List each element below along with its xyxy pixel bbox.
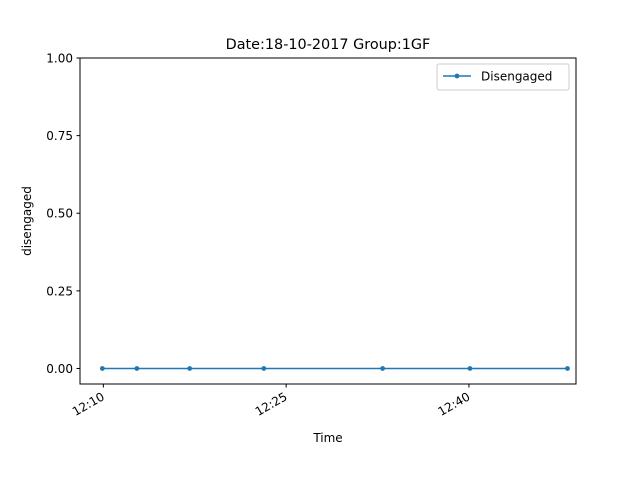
legend-label: Disengaged xyxy=(481,70,552,84)
y-tick-label: 0.75 xyxy=(46,129,73,143)
plot-area-frame xyxy=(79,57,577,385)
y-axis: 0.00 0.25 0.50 0.75 1.00 xyxy=(46,52,80,376)
y-axis-label: disengaged xyxy=(20,186,34,256)
data-point xyxy=(467,366,473,371)
data-point xyxy=(565,366,570,371)
legend: Disengaged xyxy=(436,63,570,91)
data-point xyxy=(187,366,193,371)
data-point xyxy=(99,366,105,371)
y-tick-label: 0.50 xyxy=(46,207,73,221)
y-tick-label: 0.25 xyxy=(46,284,73,298)
legend-marker xyxy=(454,73,460,79)
x-axis-label: Time xyxy=(312,431,342,445)
y-tick-label: 0.00 xyxy=(46,362,73,376)
y-tick-label: 1.00 xyxy=(46,52,73,66)
data-point xyxy=(380,366,386,371)
data-point xyxy=(261,366,267,371)
data-point xyxy=(134,366,140,371)
chart-title: Date:18-10-2017 Group:1GF xyxy=(226,37,431,53)
legend-box xyxy=(436,63,570,91)
plot-layer xyxy=(99,366,570,371)
